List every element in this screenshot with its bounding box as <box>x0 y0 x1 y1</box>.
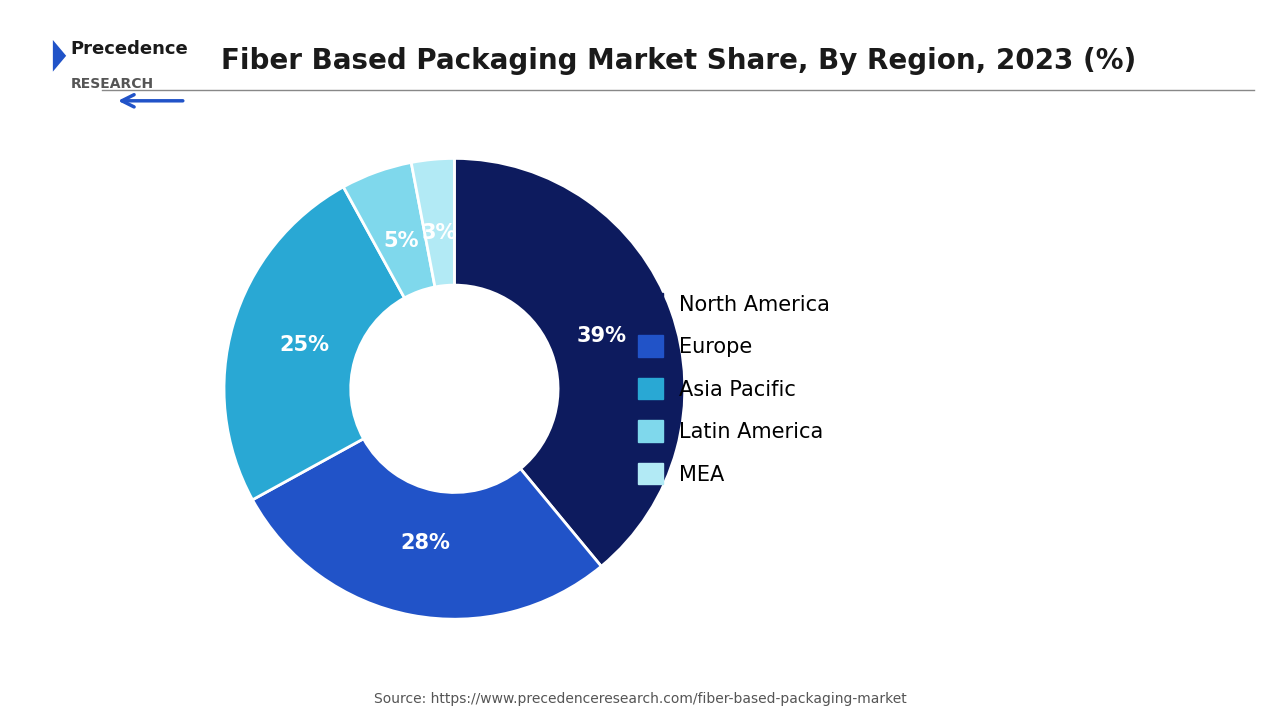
Text: 39%: 39% <box>577 325 627 346</box>
Wedge shape <box>454 158 685 567</box>
Text: Precedence: Precedence <box>70 40 188 58</box>
Wedge shape <box>252 438 602 619</box>
Polygon shape <box>52 40 67 71</box>
Wedge shape <box>411 158 454 287</box>
Text: Fiber Based Packaging Market Share, By Region, 2023 (%): Fiber Based Packaging Market Share, By R… <box>220 47 1137 75</box>
Text: 3%: 3% <box>422 222 457 243</box>
Text: Source: https://www.precedenceresearch.com/fiber-based-packaging-market: Source: https://www.precedenceresearch.c… <box>374 692 906 706</box>
Wedge shape <box>224 187 404 500</box>
Text: 5%: 5% <box>384 231 419 251</box>
Wedge shape <box>343 163 435 298</box>
Text: 28%: 28% <box>401 533 451 553</box>
Text: RESEARCH: RESEARCH <box>70 77 154 91</box>
Text: 25%: 25% <box>279 335 329 355</box>
Legend: North America, Europe, Asia Pacific, Latin America, MEA: North America, Europe, Asia Pacific, Lat… <box>637 293 831 485</box>
